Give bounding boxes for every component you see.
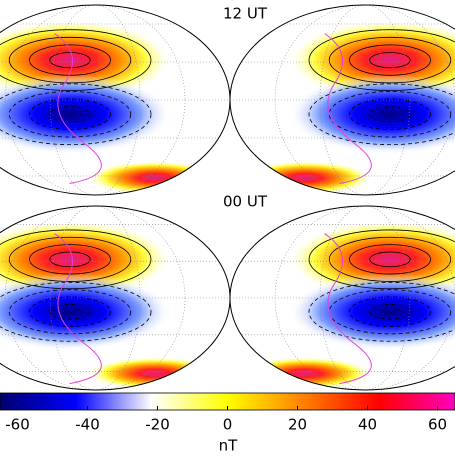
colorbar-label: nT xyxy=(219,437,239,455)
coastline xyxy=(324,233,372,385)
warm-region xyxy=(87,356,223,390)
contour xyxy=(369,106,411,123)
cold-region xyxy=(0,74,172,155)
map-outline xyxy=(229,205,455,391)
graticule xyxy=(4,5,186,195)
graticule xyxy=(319,206,411,390)
contour xyxy=(308,83,455,146)
contour xyxy=(49,106,91,123)
coastline xyxy=(324,33,372,184)
maps xyxy=(0,4,455,391)
panel-title: 12 UT xyxy=(223,5,268,23)
contour xyxy=(328,91,452,138)
contour xyxy=(349,296,431,327)
contour xyxy=(29,44,111,76)
contour xyxy=(328,289,452,335)
map-panel xyxy=(0,5,230,195)
cold-region xyxy=(288,273,455,351)
tick-label: 40 xyxy=(358,416,377,434)
contour xyxy=(0,281,152,342)
graticule xyxy=(49,206,141,390)
contour xyxy=(369,52,411,69)
map-outline xyxy=(229,4,455,196)
cold-region xyxy=(0,273,172,351)
cold-region xyxy=(288,74,455,155)
warm-region xyxy=(237,356,373,390)
map-panel xyxy=(230,206,455,390)
contour xyxy=(8,91,132,138)
graticule xyxy=(4,206,186,390)
graticule xyxy=(274,206,455,390)
warm-region xyxy=(237,160,373,195)
panel-title: 00 UT xyxy=(223,193,268,211)
contour xyxy=(29,296,111,327)
map-panel xyxy=(230,5,455,195)
map-panel xyxy=(0,206,230,390)
tick-label: -40 xyxy=(75,416,100,434)
contour xyxy=(0,29,152,91)
contour xyxy=(369,251,411,268)
contour xyxy=(8,289,132,335)
contour xyxy=(308,29,455,91)
contour xyxy=(29,98,111,130)
tick-label: -20 xyxy=(145,416,170,434)
contour xyxy=(49,304,91,320)
contour xyxy=(0,229,152,290)
contour xyxy=(349,98,431,130)
coastline xyxy=(54,233,102,385)
tick-label: 0 xyxy=(223,416,233,434)
contour xyxy=(49,251,91,268)
tick-label: -60 xyxy=(5,416,30,434)
coastline xyxy=(54,33,102,184)
warm-region xyxy=(87,160,223,195)
contour xyxy=(349,244,431,275)
contour xyxy=(328,36,452,84)
contour xyxy=(328,236,452,282)
graticule xyxy=(319,5,411,195)
contour xyxy=(308,281,455,342)
contour xyxy=(8,236,132,282)
contour xyxy=(49,52,91,69)
contour xyxy=(369,304,411,320)
contour xyxy=(349,44,431,76)
graticule xyxy=(49,5,141,195)
contour xyxy=(0,83,152,146)
tick-label: 60 xyxy=(428,416,447,434)
contour xyxy=(8,36,132,84)
tick-label: 20 xyxy=(288,416,307,434)
contour xyxy=(308,229,455,290)
